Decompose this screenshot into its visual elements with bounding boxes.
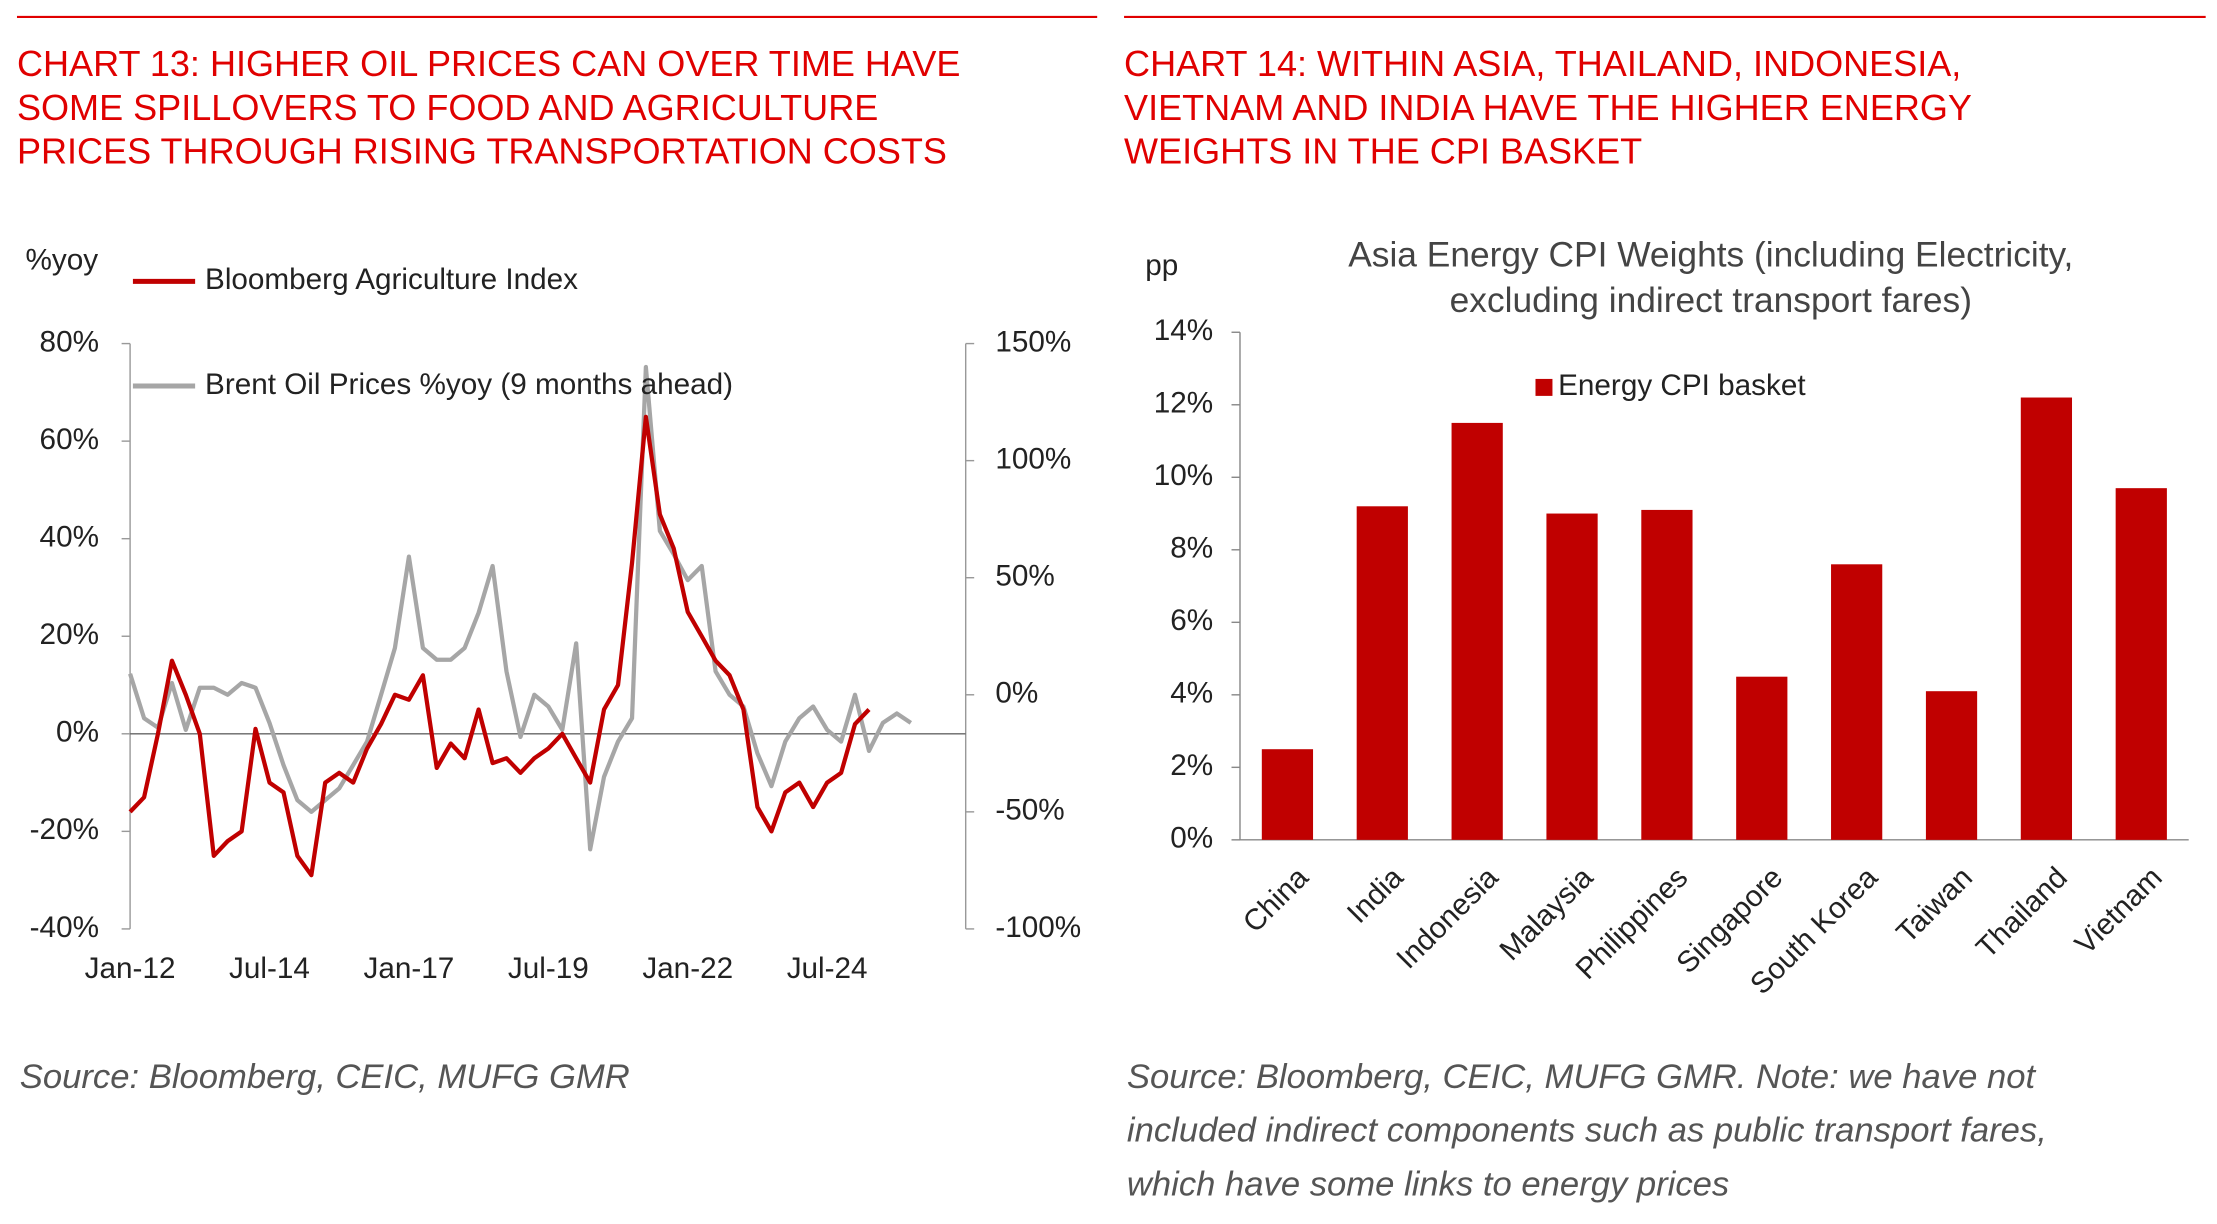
chart-heading: WEIGHTS IN THE CPI BASKET — [1124, 131, 1642, 172]
x-tick-label: Jul-19 — [508, 952, 589, 985]
y-tick-label: 12% — [1154, 387, 1213, 420]
y2-tick-label: 50% — [995, 560, 1054, 593]
x-tick-label: Indonesia — [1390, 861, 1505, 976]
chart-heading: SOME SPILLOVERS TO FOOD AND AGRICULTURE — [17, 87, 878, 128]
bar — [2020, 397, 2073, 840]
y-tick-label: 0% — [1170, 822, 1213, 855]
y-tick-label: -20% — [30, 813, 99, 846]
source-note: Source: Bloomberg, CEIC, MUFG GMR — [20, 1058, 630, 1096]
y-tick-label: -40% — [30, 911, 99, 944]
x-tick-label: Jan-12 — [85, 952, 176, 985]
x-tick-label: Jan-17 — [364, 952, 455, 985]
chart-heading: PRICES THROUGH RISING TRANSPORTATION COS… — [17, 131, 947, 172]
y-axis-label: pp — [1145, 249, 1178, 282]
bar — [1451, 422, 1503, 840]
y-tick-label: 6% — [1170, 604, 1213, 637]
x-tick-label: Jul-24 — [787, 952, 868, 985]
y-tick-label: 2% — [1170, 749, 1213, 782]
y-tick-label: 10% — [1154, 459, 1213, 492]
y-tick-label: 14% — [1154, 314, 1213, 347]
x-tick-label: India — [1341, 861, 1410, 930]
bar — [1736, 676, 1788, 840]
y-tick-label: 40% — [40, 521, 99, 554]
y2-tick-label: 150% — [995, 325, 1071, 358]
data-line — [128, 364, 913, 852]
y-axis-label: %yoy — [25, 243, 98, 276]
source-note: Source: Bloomberg, CEIC, MUFG GMR. Note:… — [1127, 1058, 2037, 1096]
legend-label: Brent Oil Prices %yoy (9 months ahead) — [205, 368, 733, 401]
y-tick-label: 4% — [1170, 677, 1213, 710]
legend-swatch — [1535, 378, 1553, 396]
bar — [1546, 513, 1598, 840]
y2-tick-label: -100% — [995, 911, 1081, 944]
y2-tick-label: 0% — [995, 677, 1038, 710]
x-tick-label: China — [1237, 861, 1316, 940]
y2-tick-label: -50% — [995, 794, 1064, 827]
source-note: included indirect components such as pub… — [1127, 1112, 2047, 1150]
legend-label: Bloomberg Agriculture Index — [205, 263, 578, 296]
y-tick-label: 60% — [40, 423, 99, 456]
chart-heading: CHART 14: WITHIN ASIA, THAILAND, INDONES… — [1124, 43, 1961, 84]
bar — [1831, 564, 1883, 840]
y2-tick-label: 100% — [995, 442, 1071, 475]
x-tick-label: Jul-14 — [229, 952, 310, 985]
x-tick-label: Taiwan — [1890, 861, 1979, 950]
bar — [1641, 509, 1693, 840]
source-note: which have some links to energy prices — [1127, 1165, 1729, 1203]
chart-heading: VIETNAM AND INDIA HAVE THE HIGHER ENERGY — [1124, 87, 1972, 128]
bar — [1261, 749, 1314, 840]
bar — [1925, 691, 1978, 840]
y-tick-label: 8% — [1170, 532, 1213, 565]
chart-title: Asia Energy CPI Weights (including Elect… — [1348, 236, 2073, 275]
bar — [1356, 506, 1408, 840]
x-tick-label: Vietnam — [2069, 861, 2169, 961]
y-tick-label: 20% — [40, 618, 99, 651]
legend-label: Energy CPI basket — [1558, 369, 1806, 402]
y-tick-label: 80% — [40, 325, 99, 358]
chart-title: excluding indirect transport fares) — [1450, 281, 1972, 320]
bar — [2115, 488, 2167, 840]
y-tick-label: 0% — [56, 716, 99, 749]
x-tick-label: Jan-22 — [642, 952, 733, 985]
data-line — [128, 414, 871, 878]
chart-heading: CHART 13: HIGHER OIL PRICES CAN OVER TIM… — [17, 43, 960, 84]
x-tick-label: Thailand — [1970, 861, 2074, 965]
